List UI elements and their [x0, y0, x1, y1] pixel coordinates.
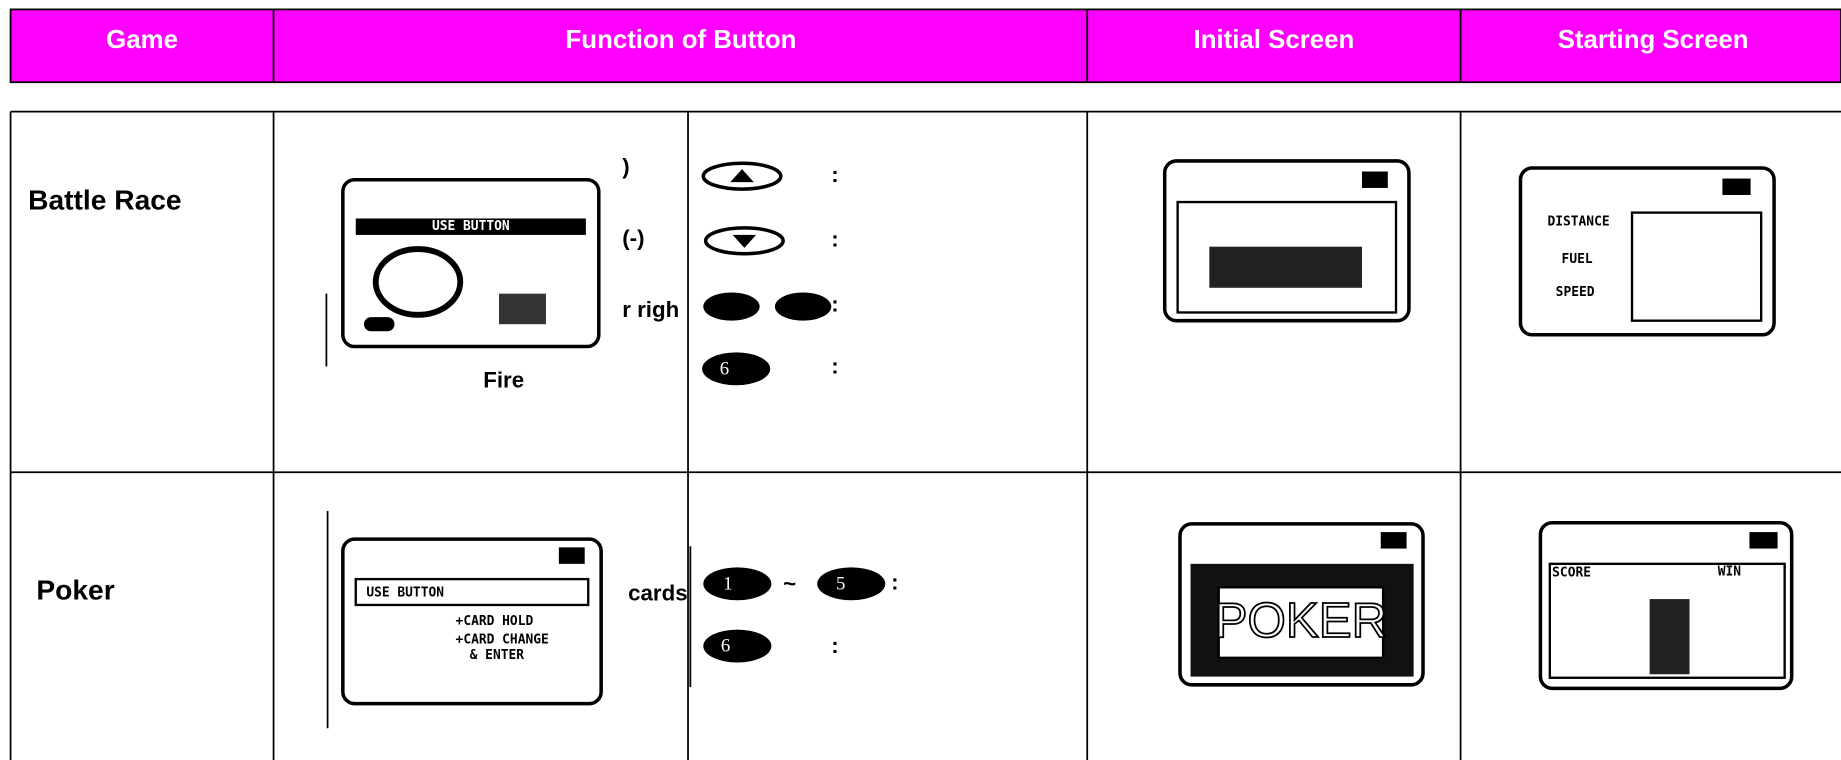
start-screen: DISTANCE FUEL SPEED [1518, 166, 1776, 337]
colon: : [891, 570, 898, 595]
screen-text: +CARD HOLD [456, 614, 534, 629]
function-label: (-) [622, 226, 644, 251]
header-cell: Starting Screen [1558, 26, 1749, 54]
screen-text: +CARD CHANGE [456, 633, 549, 648]
function-label: cards [628, 580, 687, 605]
screen-text: DISTANCE [1547, 215, 1609, 230]
button-number: 1 [723, 573, 732, 594]
header-cell: Initial Screen [1194, 26, 1355, 54]
button-number: 6 [721, 636, 730, 657]
screen-text: SCORE [1552, 566, 1591, 581]
help-screen: USE BUTTON [341, 177, 601, 349]
function-label: ) [622, 154, 629, 179]
button-icons [703, 567, 886, 663]
screen-title: POKER [1215, 593, 1388, 648]
screen-text: USE BUTTON [432, 219, 510, 234]
initial-screen [1162, 159, 1411, 323]
colon: : [831, 227, 838, 252]
tilde: ~ [783, 571, 796, 596]
screen-text: USE BUTTON [366, 586, 444, 601]
header-cell: Game [106, 26, 178, 54]
help-screen: USE BUTTON +CARD HOLD +CARD CHANGE & ENT… [341, 537, 603, 706]
button-number: 5 [836, 573, 845, 594]
game-name: Poker [36, 573, 114, 605]
initial-screen: POKER [1178, 522, 1425, 687]
screen-text: & ENTER [470, 648, 525, 663]
colon: : [831, 291, 838, 316]
colon: : [831, 633, 838, 658]
game-name: Battle Race [28, 183, 181, 215]
screen-text: WIN [1718, 565, 1741, 580]
function-label: r righ [622, 297, 679, 322]
header-dividers [272, 9, 1462, 83]
screen-text: SPEED [1556, 285, 1595, 300]
colon: : [831, 162, 838, 187]
start-screen: SCORE WIN [1538, 520, 1794, 691]
caption: Fire [483, 368, 524, 393]
header-bar [9, 8, 1841, 84]
colon: : [831, 354, 838, 379]
screen-text: FUEL [1562, 252, 1593, 267]
button-icons [701, 161, 832, 386]
header-cell: Function of Button [566, 26, 797, 54]
table-grid [9, 110, 1841, 760]
button-number: 6 [720, 358, 729, 379]
